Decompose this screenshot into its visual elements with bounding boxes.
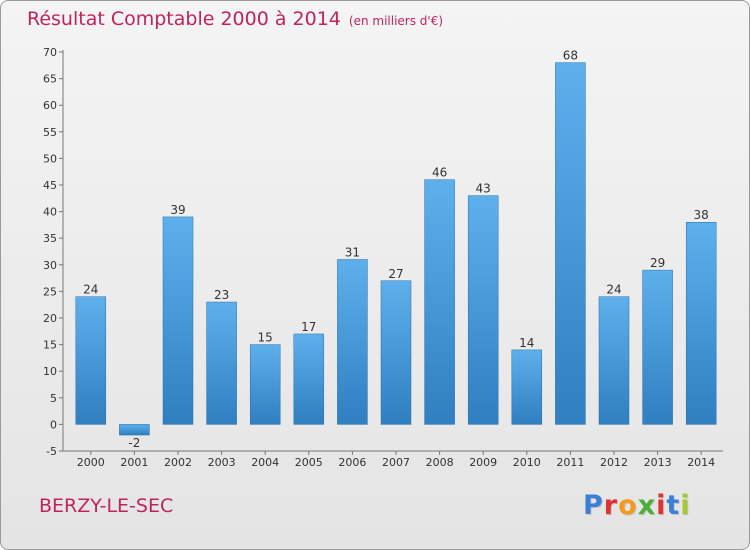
y-tick-label: 0 bbox=[50, 418, 57, 431]
bar bbox=[685, 221, 717, 425]
bar bbox=[249, 344, 281, 425]
x-tick-label: 2009 bbox=[469, 456, 497, 469]
logo-letter: o bbox=[618, 490, 638, 521]
y-tick-label: 10 bbox=[43, 365, 57, 378]
data-label: 24 bbox=[83, 283, 98, 297]
logo-letter: x bbox=[637, 490, 657, 521]
y-tick-label: -5 bbox=[46, 445, 57, 458]
data-label: 43 bbox=[476, 182, 491, 196]
data-label: 14 bbox=[519, 336, 534, 350]
bar bbox=[206, 301, 237, 425]
data-label: 15 bbox=[258, 331, 273, 345]
chart-title-text: Résultat Comptable 2000 à 2014 bbox=[27, 8, 341, 30]
bar bbox=[467, 195, 499, 425]
bar bbox=[555, 62, 586, 425]
bar bbox=[511, 349, 543, 425]
data-label: 29 bbox=[650, 256, 665, 270]
bar bbox=[424, 179, 455, 425]
y-tick-label: 50 bbox=[43, 152, 57, 165]
x-tick-label: 2003 bbox=[208, 456, 236, 469]
chart-title: Résultat Comptable 2000 à 2014 (en millie… bbox=[27, 8, 443, 30]
x-tick-label: 2011 bbox=[556, 456, 584, 469]
chart-subtitle: (en milliers d'€) bbox=[348, 14, 444, 28]
y-tick-label: 15 bbox=[43, 339, 57, 352]
data-label: 38 bbox=[694, 208, 709, 222]
logo-letter: r bbox=[603, 490, 619, 521]
logo-letter: t bbox=[666, 490, 681, 521]
bar bbox=[75, 296, 107, 425]
x-tick-label: 2001 bbox=[120, 456, 148, 469]
place-name: BERZY-LE-SEC bbox=[39, 495, 174, 517]
x-tick-label: 2004 bbox=[251, 456, 279, 469]
y-tick-label: 25 bbox=[43, 285, 57, 298]
x-tick-label: 2010 bbox=[513, 456, 541, 469]
data-label: 17 bbox=[301, 320, 316, 334]
x-tick-label: 2000 bbox=[77, 456, 105, 469]
data-label: 27 bbox=[388, 267, 403, 281]
data-label: 24 bbox=[606, 283, 621, 297]
bar bbox=[598, 296, 630, 425]
data-label: 68 bbox=[563, 49, 578, 63]
data-label: 23 bbox=[214, 288, 229, 302]
y-tick-label: 70 bbox=[43, 46, 57, 59]
x-tick-label: 2007 bbox=[382, 456, 410, 469]
y-tick-label: 35 bbox=[43, 232, 57, 245]
logo-letter: P bbox=[583, 490, 604, 521]
data-label: 31 bbox=[345, 245, 360, 259]
y-tick-label: 60 bbox=[43, 99, 57, 112]
logo-letter: i bbox=[656, 490, 667, 521]
bar bbox=[337, 259, 368, 425]
data-label: 46 bbox=[432, 166, 447, 180]
bar bbox=[642, 269, 673, 425]
x-tick-label: 2006 bbox=[338, 456, 366, 469]
x-tick-label: 2014 bbox=[687, 456, 715, 469]
axes: -5 0 5 10 15 20 25 30 35 40 45 50 55 60 65 70 2000 2001 20… bbox=[43, 46, 723, 469]
y-tick-label: 55 bbox=[43, 126, 57, 139]
x-tick-label: 2002 bbox=[164, 456, 192, 469]
bar bbox=[162, 216, 194, 425]
y-tick-label: 20 bbox=[43, 312, 57, 325]
y-tick-label: 5 bbox=[50, 392, 57, 405]
x-tick-label: 2013 bbox=[644, 456, 672, 469]
proxiti-logo: Proxiti bbox=[583, 490, 691, 521]
y-tick-label: 30 bbox=[43, 259, 57, 272]
logo-letter: i bbox=[680, 490, 691, 521]
x-tick-label: 2008 bbox=[426, 456, 454, 469]
data-label: 39 bbox=[170, 203, 185, 217]
x-tick-label: 2012 bbox=[600, 456, 628, 469]
bar bbox=[380, 280, 412, 425]
bars bbox=[75, 62, 717, 436]
x-tick-label: 2005 bbox=[295, 456, 323, 469]
data-labels: 24 -2 39 23 15 17 31 27 46 43 14 68 24 29 38 bbox=[83, 49, 709, 450]
y-tick-label: 40 bbox=[43, 206, 57, 219]
bar bbox=[119, 424, 150, 436]
bar bbox=[293, 333, 325, 425]
data-label: -2 bbox=[128, 436, 140, 450]
y-tick-label: 45 bbox=[43, 179, 57, 192]
y-tick-label: 65 bbox=[43, 73, 57, 86]
